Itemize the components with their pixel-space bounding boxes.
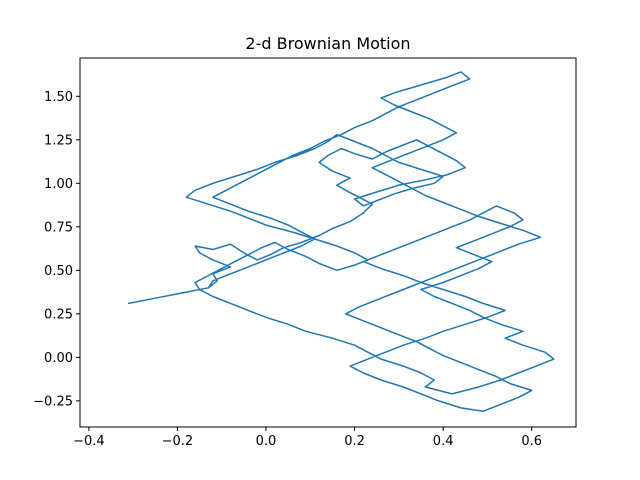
x-tick-label: 0.2 <box>344 434 365 449</box>
y-tick-label: 1.25 <box>44 133 73 148</box>
y-tick-label: 1.50 <box>44 90 73 105</box>
x-tick-label: 0.4 <box>433 434 454 449</box>
x-tick-label: −0.2 <box>162 434 194 449</box>
y-tick-label: 0.00 <box>44 351 73 366</box>
brownian-path-line-0 <box>127 71 555 413</box>
x-tick-label: 0.6 <box>521 434 542 449</box>
y-tick-label: 0.50 <box>44 264 73 279</box>
y-tick-label: 0.75 <box>44 220 73 235</box>
axes: −0.4 −0.2 0.0 0.2 0.4 0.6 −0.25 0.00 0.25 0.50 0.7… <box>33 57 577 449</box>
y-tick-label: 1.00 <box>44 177 73 192</box>
x-tick-label: −0.4 <box>73 434 105 449</box>
axes-frame <box>79 57 577 428</box>
plot-area <box>127 71 555 413</box>
y-tick-label: 0.25 <box>44 307 73 322</box>
chart-title: 2-d Brownian Motion <box>245 34 410 53</box>
x-tick-label: 0.0 <box>256 434 277 449</box>
y-tick-label: −0.25 <box>33 394 73 409</box>
